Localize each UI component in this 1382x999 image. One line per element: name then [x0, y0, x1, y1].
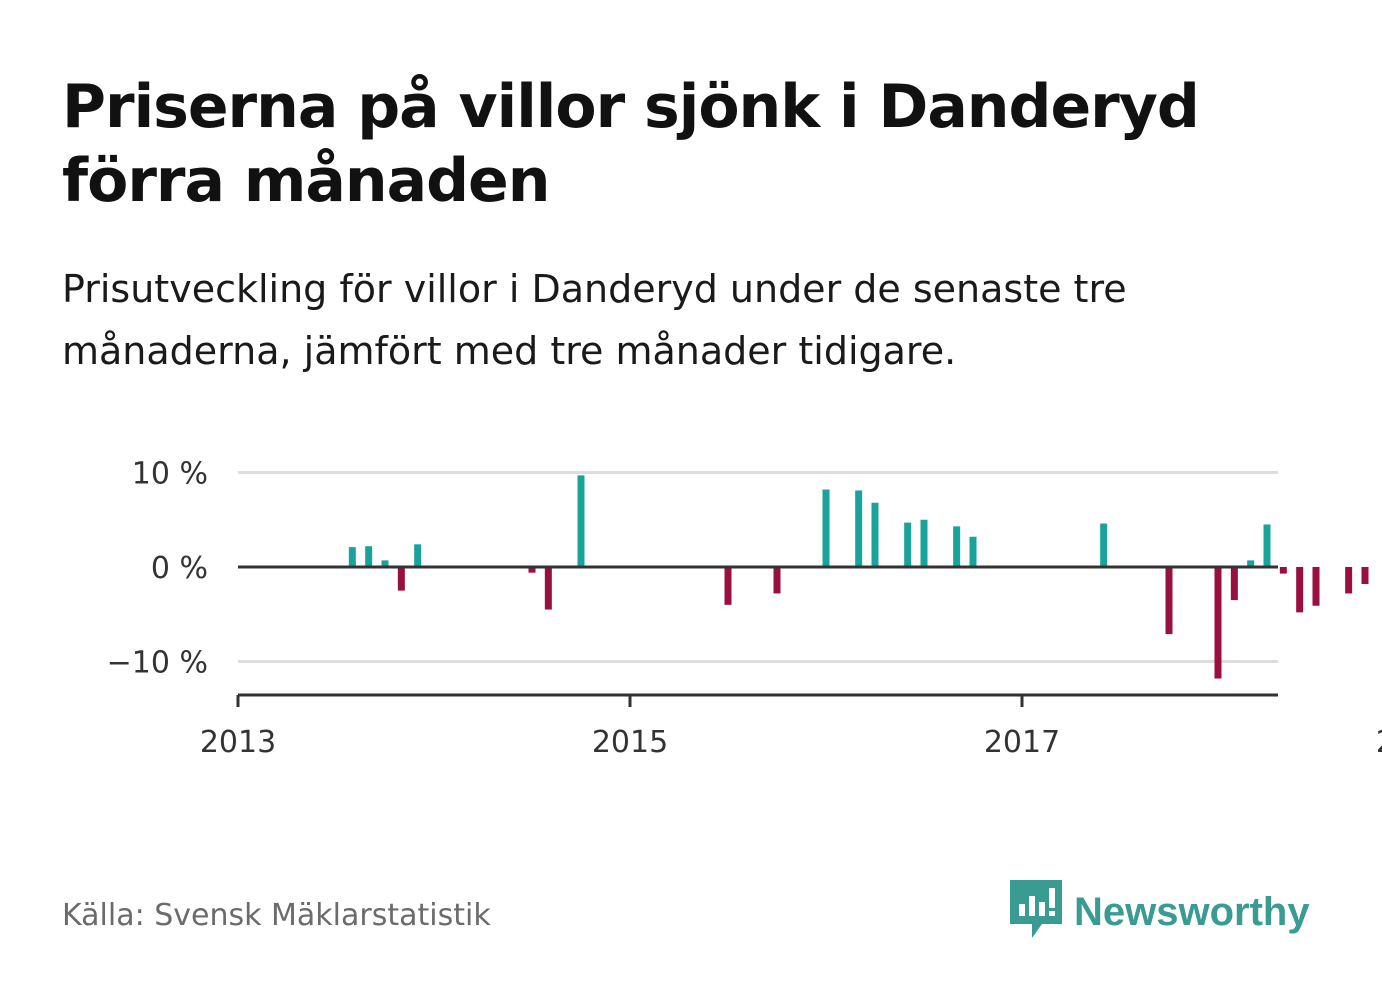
bar: [544, 567, 552, 610]
bar: [1296, 567, 1304, 613]
bar: [1279, 567, 1287, 574]
labels: 10 %0 %−10 %201320152017201920212023−1 %: [107, 457, 1382, 761]
bar: [724, 567, 732, 605]
bar: [577, 475, 585, 567]
bar: [855, 490, 863, 567]
bar: [920, 519, 928, 567]
bar: [773, 567, 781, 594]
bar: [1312, 567, 1320, 606]
bar: [397, 567, 405, 591]
newsworthy-logo[interactable]: Newsworthy: [1010, 880, 1310, 944]
x-tick-label: 2015: [592, 725, 668, 760]
y-tick-label: 10 %: [132, 457, 208, 492]
bar: [381, 560, 389, 567]
chart-subtitle: Prisutveckling för villor i Danderyd und…: [62, 267, 1127, 373]
bar: [528, 567, 536, 573]
bars: [348, 475, 1369, 679]
x-tick-label: 2013: [200, 725, 276, 760]
grid-lines: [238, 471, 1278, 663]
x-tick-label: 2017: [984, 725, 1060, 760]
logo-text: Newsworthy: [1074, 889, 1310, 934]
bar: [969, 536, 977, 567]
bar: [953, 526, 961, 567]
bar: [414, 544, 422, 567]
y-tick-label: −10 %: [107, 646, 208, 681]
bar: [904, 522, 912, 567]
bar: [348, 547, 356, 567]
newsworthy-logo-icon: [1010, 880, 1062, 944]
bar: [871, 502, 879, 567]
y-tick-label: 0 %: [151, 551, 208, 586]
bar-chart: 10 %0 %−10 %201320152017201920212023−1 %: [107, 457, 1382, 761]
x-tick-label: 2019: [1376, 725, 1382, 760]
chart-title: Priserna på villor sjönk i Danderyd förr…: [62, 72, 1200, 216]
bar: [1230, 567, 1238, 601]
bar: [822, 489, 830, 567]
axes: [236, 565, 1278, 707]
bar: [1361, 567, 1369, 585]
bar: [365, 546, 373, 567]
bar: [1263, 524, 1271, 567]
bar: [1345, 567, 1353, 594]
bar: [1247, 560, 1255, 567]
bar: [1214, 567, 1222, 679]
bar: [1165, 567, 1173, 635]
bar: [1100, 523, 1108, 567]
source-note: Källa: Svensk Mäklarstatistik: [62, 898, 491, 933]
